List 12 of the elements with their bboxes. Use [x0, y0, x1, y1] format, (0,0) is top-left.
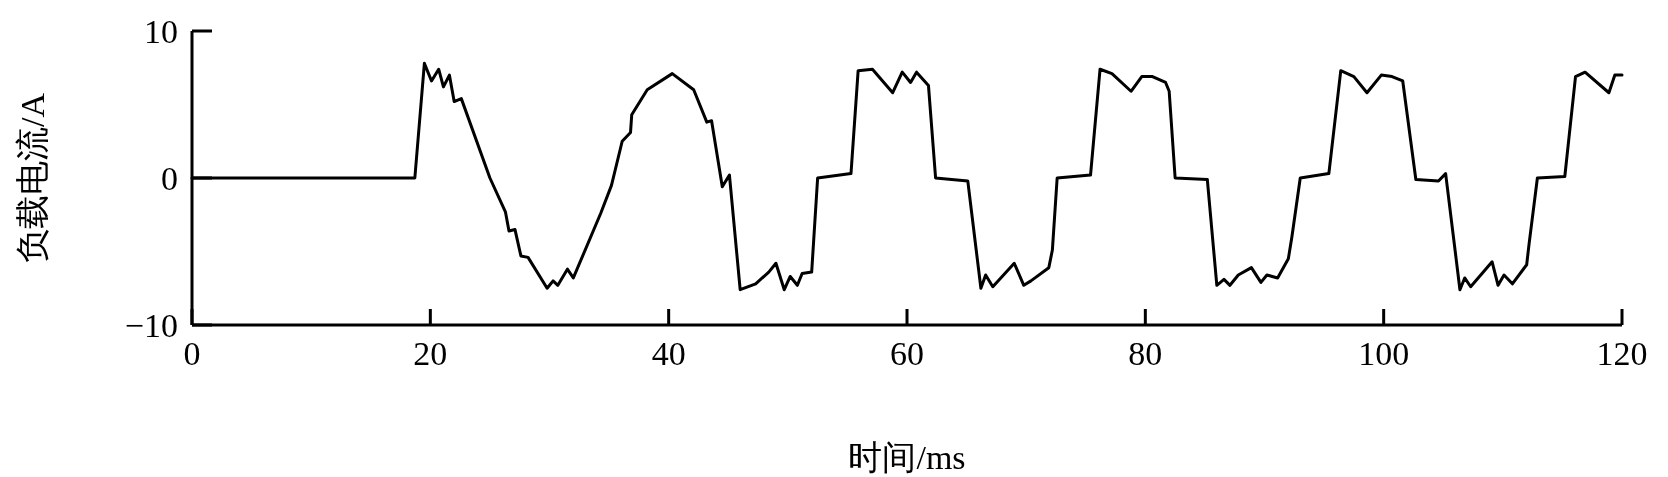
x-tick-label: 0	[183, 335, 201, 372]
y-axis-title: 负载电流/A	[14, 92, 51, 263]
x-tick-label: 80	[1128, 335, 1163, 372]
x-tick-label: 100	[1358, 335, 1410, 372]
x-tick-label: 120	[1596, 335, 1648, 372]
y-tick-label: 10	[144, 13, 178, 50]
x-tick-label: 40	[651, 335, 686, 372]
x-tick-label: 20	[413, 335, 448, 372]
y-tick-label: 0	[161, 160, 178, 197]
y-tick-label: −10	[124, 307, 178, 344]
x-tick-label: 60	[890, 335, 924, 372]
x-axis-title: 时间/ms	[848, 439, 966, 476]
